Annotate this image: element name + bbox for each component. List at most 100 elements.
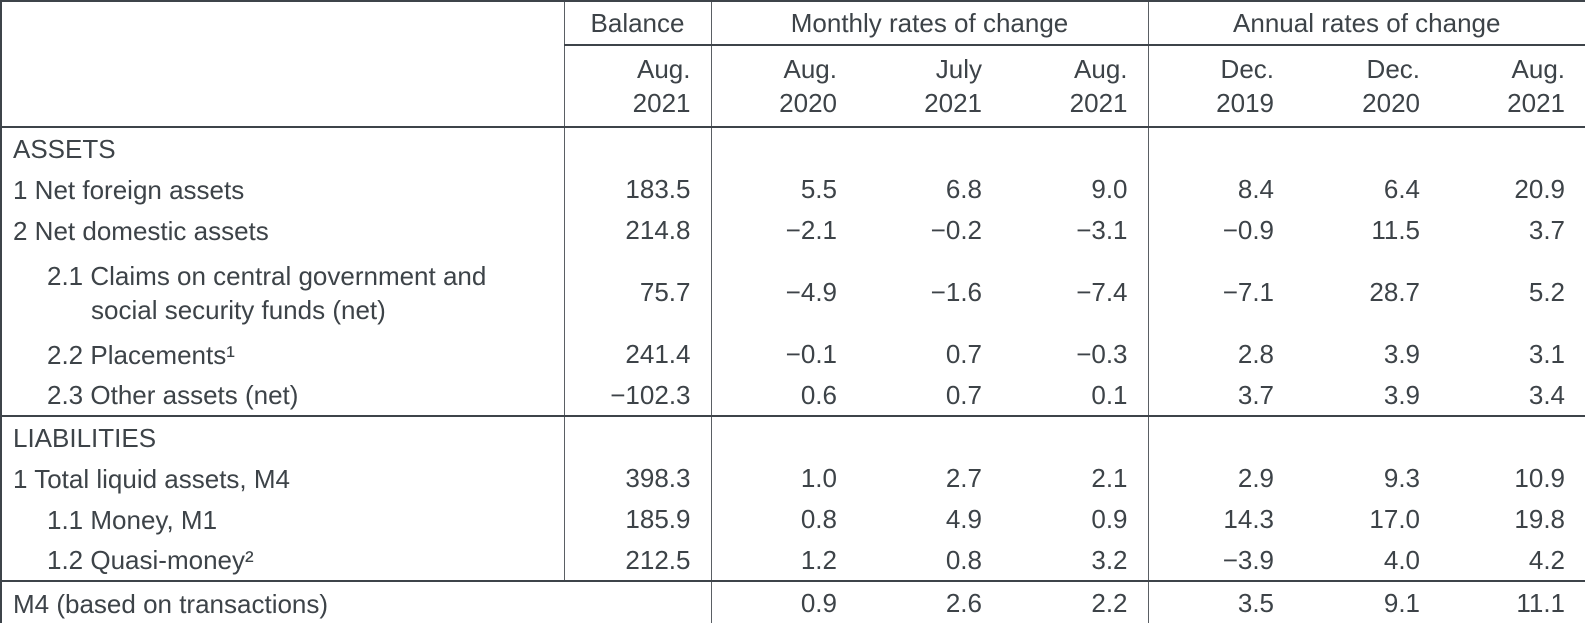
col-header-annual-dec-2020: Dec. 2020 <box>1294 45 1441 128</box>
balance-value: 212.5 <box>564 540 712 581</box>
row-label-text: M4 (based on transactions) <box>13 588 329 619</box>
monthly-rate-value <box>711 415 857 458</box>
annual-rate-value: 3.9 <box>1383 379 1421 410</box>
monthly-rate-value: −1.6 <box>930 277 982 307</box>
annual-rate-value: 3.7 <box>1528 215 1566 245</box>
monthly-rate-value: 0.7 <box>945 379 982 410</box>
monthly-rate-value: 1.0 <box>800 463 837 493</box>
row-label: LIABILITIES <box>1 415 565 458</box>
monthly-rate-value: −7.4 <box>1002 251 1149 334</box>
annual-rate-value: 20.9 <box>1514 174 1566 204</box>
row-label-text: 2 Net domestic assets <box>13 215 269 246</box>
annual-rate-value: −0.9 <box>1222 215 1275 245</box>
annual-rates-group-header: Annual rates of change <box>1148 1 1585 46</box>
monthly-rate-value: 0.7 <box>945 339 982 369</box>
annual-rate-value: 14.3 <box>1223 504 1275 534</box>
row-label-text: LIABILITIES <box>13 422 157 453</box>
row-label: 2.1 Claims on central government and soci… <box>1 251 565 334</box>
col-header-annual-aug-2021: Aug. 2021 <box>1440 45 1585 128</box>
monthly-rates-group-header: Monthly rates of change <box>711 1 1149 46</box>
row-label: ASSETS <box>1 127 565 169</box>
section-header-row: LIABILITIES <box>1 415 1585 458</box>
table-row: 1.1 Money, M1 185.9 0.8 4.9 0.9 14.3 17.0 19.8 <box>1 499 1585 540</box>
col-header-monthly-july-2021: July 2021 <box>857 45 1002 128</box>
monthly-rate-value: 0.9 <box>1002 499 1149 540</box>
annual-rate-value <box>1440 127 1585 169</box>
monthly-rate-value: −0.2 <box>930 215 982 245</box>
row-label: 2.3 Other assets (net) <box>1 375 565 416</box>
annual-rate-value: 4.2 <box>1528 544 1566 575</box>
col-header-monthly-aug-2021: Aug. 2021 <box>1002 45 1149 128</box>
monthly-rate-value: −2.1 <box>785 215 837 245</box>
balance-value: 75.7 <box>564 251 712 334</box>
annual-rate-value: 19.8 <box>1514 504 1566 534</box>
annual-rate-value: −7.1 <box>1222 277 1275 307</box>
monthly-rate-value: −3.1 <box>1002 210 1149 251</box>
balance-group-header: Balance <box>564 1 712 46</box>
annual-rate-value <box>1148 415 1295 458</box>
annual-rate-value: 8.4 <box>1237 174 1275 204</box>
balance-value: 185.9 <box>564 499 712 540</box>
annual-rate-value: 11.5 <box>1371 215 1421 245</box>
monthly-rate-value <box>711 127 857 169</box>
balance-value: 241.4 <box>564 334 712 375</box>
monthly-rate-value: 2.2 <box>1002 580 1149 623</box>
annual-rate-value: 4.0 <box>1383 544 1421 575</box>
annual-rate-value: 9.1 <box>1294 580 1441 623</box>
balance-value: 214.8 <box>564 210 712 251</box>
section-header-row: ASSETS <box>1 127 1585 169</box>
annual-rate-value: 2.9 <box>1237 463 1275 493</box>
row-label: M4 (based on transactions) <box>1 580 712 623</box>
monthly-rate-value: 0.9 <box>711 580 857 623</box>
row-label-text: 2.2 Placements¹ <box>47 339 235 370</box>
monthly-rate-value <box>857 415 1002 458</box>
row-label-text: 2.3 Other assets (net) <box>47 380 299 410</box>
annual-rate-value: 9.3 <box>1383 463 1421 493</box>
balance-value <box>564 127 712 169</box>
monthly-rate-value <box>1002 415 1149 458</box>
monthly-rate-value: 3.2 <box>1002 540 1149 581</box>
annual-rate-value: 28.7 <box>1369 277 1421 307</box>
balance-value: −102.3 <box>564 375 712 416</box>
monthly-rate-value: 2.6 <box>857 580 1002 623</box>
monthly-rate-value: 0.8 <box>800 504 837 534</box>
row-label-text-line2: social security funds (net) <box>91 294 386 325</box>
annual-rate-value: 5.2 <box>1528 277 1566 307</box>
col-header-annual-dec-2019: Dec. 2019 <box>1148 45 1295 128</box>
table-body: ASSETS 1 Net foreign assets 183.5 5.5 6.8 9.0… <box>1 127 1585 623</box>
table-row: 2.2 Placements¹ 241.4 −0.1 0.7 −0.3 2.8 3.9 3.1 <box>1 334 1585 375</box>
row-label-text: 2.1 Claims on central government and <box>47 260 487 291</box>
annual-rate-value: 17.0 <box>1369 504 1421 534</box>
monthly-rate-value: −4.9 <box>785 277 837 307</box>
row-label-text: ASSETS <box>13 133 116 164</box>
annual-rate-value: 3.7 <box>1237 379 1275 410</box>
annual-rate-value <box>1294 415 1441 458</box>
corner-cell <box>1 1 565 128</box>
row-label-text: 1 Total liquid assets, M4 <box>13 463 290 494</box>
monthly-rate-value: −0.1 <box>785 339 837 369</box>
date-header-row: Aug. 2021 Aug. 2020 July 2021 Aug. 2021 Dec.… <box>1 45 1585 128</box>
row-label-text: 1.1 Money, M1 <box>47 504 218 535</box>
monthly-rate-value: 1.2 <box>800 544 837 575</box>
row-label: 1 Total liquid assets, M4 <box>1 458 565 499</box>
monthly-rate-value <box>1002 127 1149 169</box>
annual-rate-value: 3.4 <box>1528 379 1566 410</box>
group-header-row: Balance Monthly rates of change Annual r… <box>1 1 1585 128</box>
annual-rate-value: 3.5 <box>1148 580 1295 623</box>
monthly-rate-value: 4.9 <box>945 504 982 534</box>
balance-value: 398.3 <box>564 458 712 499</box>
monthly-rate-value: 2.7 <box>945 463 982 493</box>
monthly-rate-value: 0.1 <box>1002 375 1149 416</box>
table-row: 2.1 Claims on central government and soci… <box>1 251 1585 334</box>
table-row: 1 Total liquid assets, M4 398.3 1.0 2.7 2.1 2… <box>1 458 1585 499</box>
row-label: 1 Net foreign assets <box>1 169 565 210</box>
monthly-rate-value: −0.3 <box>1002 334 1149 375</box>
monthly-rate-value: 5.5 <box>800 174 837 204</box>
table-row: 2.3 Other assets (net) −102.3 0.6 0.7 0.1 3.7… <box>1 375 1585 416</box>
row-label: 1.2 Quasi-money² <box>1 540 565 581</box>
annual-rate-value: −3.9 <box>1222 544 1275 575</box>
annual-rate-value <box>1294 127 1440 169</box>
table-row: 1.2 Quasi-money² 212.5 1.2 0.8 3.2 −3.9 4.0 4.2 <box>1 540 1585 581</box>
